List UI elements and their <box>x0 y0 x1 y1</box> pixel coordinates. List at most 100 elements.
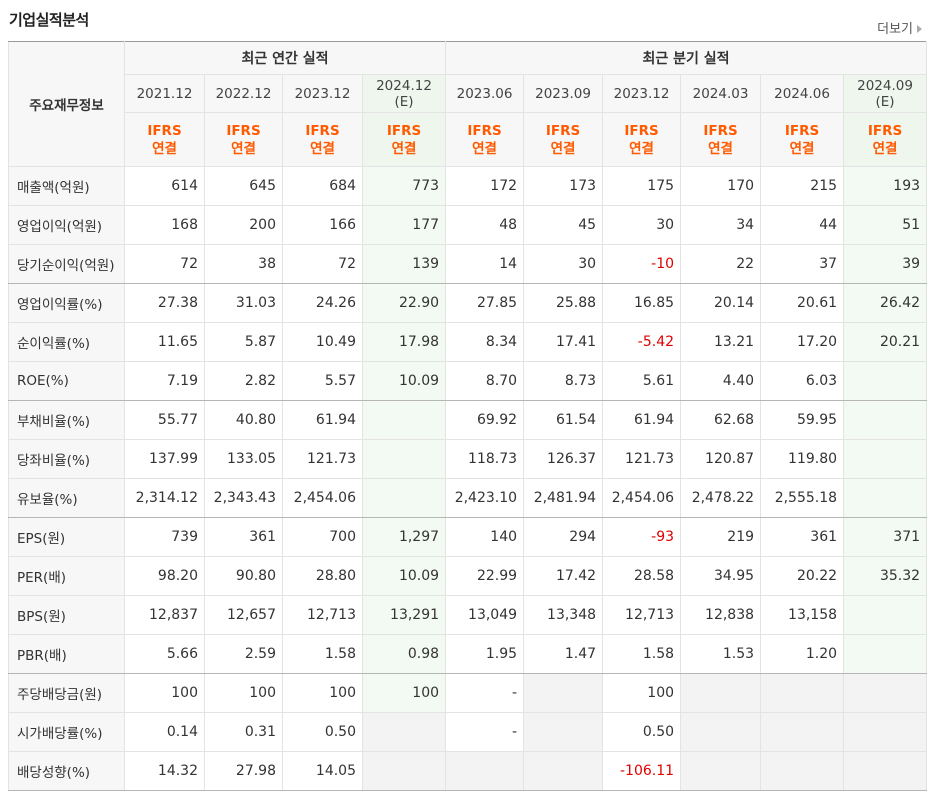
value-cell: 0.50 <box>282 712 363 752</box>
value-cell: 119.80 <box>760 439 845 479</box>
value-cell: 1.53 <box>680 634 762 674</box>
data-row: 영업이익률(%) 27.38 31.03 24.26 22.90 27.85 25.88 16… <box>8 283 928 323</box>
section-title: 기업실적분석 <box>9 11 89 29</box>
more-link[interactable]: 더보기 <box>877 18 922 37</box>
value-cell: 20.14 <box>680 283 762 323</box>
period-header: 2024.03 <box>680 74 762 113</box>
value-cell: 739 <box>124 517 205 557</box>
value-cell: 121.73 <box>282 439 363 479</box>
value-cell: 30 <box>523 244 604 284</box>
value-cell: 700 <box>282 517 363 557</box>
value-cell: 17.98 <box>361 322 447 362</box>
value-cell: 30 <box>602 205 682 245</box>
data-row: 주당배당금(원) 100 100 100 100-100 <box>8 673 928 713</box>
value-cell: 175 <box>602 166 682 206</box>
data-row: 배당성향(%) 14.32 27.98 14.05 -106.11 <box>8 751 928 791</box>
value-cell: - <box>445 712 525 752</box>
value-cell: 10.09 <box>361 361 447 401</box>
row-label: 시가배당률(%) <box>8 712 125 752</box>
period-header: 2022.12 <box>204 74 283 113</box>
value-cell: 8.73 <box>523 361 604 401</box>
value-cell: 34.95 <box>680 556 762 596</box>
value-cell: 25.88 <box>523 283 604 323</box>
row-label: 매출액(억원) <box>8 166 125 206</box>
row-label: 당기순이익(억원) <box>8 244 125 284</box>
data-row: PER(배) 98.20 90.80 28.80 10.09 22.99 17.42 28.5… <box>8 556 928 596</box>
value-cell: 13.21 <box>680 322 762 362</box>
value-cell: 2,343.43 <box>204 478 283 518</box>
value-cell: 20.61 <box>760 283 845 323</box>
basis-header: IFRS 연결 <box>204 112 283 167</box>
data-row: PBR(배) 5.66 2.59 1.58 0.98 1.95 1.47 1.58 1.53 1.… <box>8 634 928 674</box>
value-cell: 2,478.22 <box>680 478 762 518</box>
value-cell: 0.14 <box>124 712 205 752</box>
financial-table: 주요재무정보 최근 연간 실적 최근 분기 실적 2021.12 2022.12 2023… <box>8 41 928 791</box>
value-cell: -93 <box>602 517 682 557</box>
empty-cell <box>361 751 447 791</box>
empty-cell <box>760 751 845 791</box>
empty-cell <box>843 712 928 752</box>
row-label: 영업이익(억원) <box>8 205 125 245</box>
empty-cell <box>361 478 447 518</box>
value-cell: 61.94 <box>282 400 363 440</box>
value-cell: 13,291 <box>361 595 447 635</box>
value-cell: 13,049 <box>445 595 525 635</box>
value-cell: 17.42 <box>523 556 604 596</box>
period-header: 2024.09 (E) <box>843 74 928 113</box>
value-cell: 684 <box>282 166 363 206</box>
value-cell: 4.40 <box>680 361 762 401</box>
value-cell: 173 <box>523 166 604 206</box>
basis-header: IFRS 연결 <box>680 112 762 167</box>
value-cell: 2.59 <box>204 634 283 674</box>
value-cell: 2,454.06 <box>602 478 682 518</box>
value-cell: 7.19 <box>124 361 205 401</box>
value-cell: 2,314.12 <box>124 478 205 518</box>
empty-cell <box>361 439 447 479</box>
value-cell: 55.77 <box>124 400 205 440</box>
value-cell: 27.98 <box>204 751 283 791</box>
empty-cell <box>523 751 604 791</box>
value-cell: 100 <box>204 673 283 713</box>
period-header: 2024.12 (E) <box>361 74 447 113</box>
value-cell: 20.22 <box>760 556 845 596</box>
value-cell: 371 <box>843 517 928 557</box>
row-label: 주당배당금(원) <box>8 673 125 713</box>
value-cell: 0.98 <box>361 634 447 674</box>
value-cell: 177 <box>361 205 447 245</box>
data-row: EPS(원) 739 361 700 1,297 140 294 -93 219 361 371 <box>8 517 928 557</box>
empty-cell <box>843 595 928 635</box>
value-cell: 38 <box>204 244 283 284</box>
value-cell: -5.42 <box>602 322 682 362</box>
period-header: 2021.12 <box>124 74 205 113</box>
value-cell: 12,837 <box>124 595 205 635</box>
value-cell: 100 <box>602 673 682 713</box>
value-cell: 12,657 <box>204 595 283 635</box>
value-cell: 24.26 <box>282 283 363 323</box>
header-row: IFRS 연결 IFRS 연결 IFRS 연결 IFRS 연결 IFRS 연결 IFRS … <box>9 112 928 167</box>
value-cell: 2,423.10 <box>445 478 525 518</box>
empty-cell <box>843 673 928 713</box>
value-cell: 59.95 <box>760 400 845 440</box>
basis-header: IFRS 연결 <box>361 112 447 167</box>
value-cell: 100 <box>361 673 447 713</box>
row-label: 유보율(%) <box>8 478 125 518</box>
value-cell: 166 <box>282 205 363 245</box>
row-label: EPS(원) <box>8 517 125 557</box>
value-cell: 10.09 <box>361 556 447 596</box>
value-cell: 34 <box>680 205 762 245</box>
group-header: 최근 연간 실적 <box>123 41 447 75</box>
value-cell: 1.58 <box>602 634 682 674</box>
value-cell: 13,348 <box>523 595 604 635</box>
empty-cell <box>843 478 928 518</box>
value-cell: 294 <box>523 517 604 557</box>
value-cell: -10 <box>602 244 682 284</box>
value-cell: 5.61 <box>602 361 682 401</box>
row-label: 영업이익률(%) <box>8 283 125 323</box>
value-cell: 126.37 <box>523 439 604 479</box>
empty-cell <box>523 712 604 752</box>
period-header: 2023.12 <box>602 74 682 113</box>
value-cell: 16.85 <box>602 283 682 323</box>
row-label: PBR(배) <box>8 634 125 674</box>
value-cell: - <box>445 673 525 713</box>
header-row: 2021.12 2022.12 2023.12 2024.12 (E) 2023.06 2… <box>9 74 928 113</box>
